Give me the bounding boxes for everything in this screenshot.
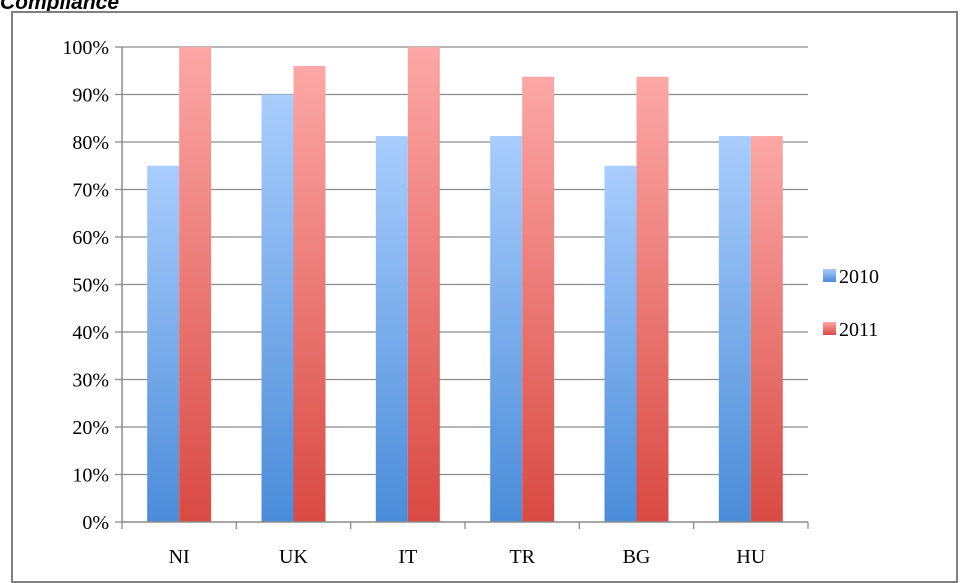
- y-tick-label: 10%: [72, 465, 109, 487]
- y-tick-label: 0%: [82, 512, 109, 534]
- chart-title: Compliance: [0, 0, 120, 14]
- bar-2011-ni: [179, 47, 212, 522]
- legend-swatch: [823, 322, 836, 335]
- x-tick-label: UK: [279, 546, 308, 568]
- x-tick-label: IT: [398, 546, 417, 568]
- y-tick-label: 80%: [72, 132, 109, 154]
- bar-2011-tr: [522, 76, 555, 522]
- bar-2010-tr: [490, 136, 523, 522]
- y-tick-label: 20%: [72, 417, 109, 439]
- bar-2010-ni: [147, 165, 180, 522]
- bar-2011-it: [407, 47, 440, 522]
- x-tick-label: HU: [736, 546, 765, 568]
- y-tick-label: 60%: [72, 227, 109, 249]
- gridlines: [115, 46, 808, 523]
- legend-label: 2011: [839, 319, 878, 341]
- y-tick-label: 40%: [72, 322, 109, 344]
- x-tick-label: BG: [623, 546, 651, 568]
- y-tick-labels: 0% 10% 20% 30% 40% 50% 60% 70% 80% 90% 100%: [62, 37, 109, 534]
- bar-2010-bg: [604, 165, 637, 522]
- x-tick-label: NI: [169, 546, 190, 568]
- bar-2010-hu: [718, 136, 751, 522]
- legend: 2010 2011: [823, 266, 879, 341]
- bar-2011-uk: [293, 66, 326, 522]
- y-tick-label: 30%: [72, 370, 109, 392]
- y-tick-label: 70%: [72, 180, 109, 202]
- x-tick-labels: NI UK IT TR BG HU: [169, 546, 766, 568]
- bar-2010-uk: [261, 94, 294, 522]
- y-tick-label: 100%: [62, 37, 109, 59]
- legend-swatch: [823, 269, 836, 282]
- axes: [121, 47, 809, 529]
- x-tick-label: TR: [509, 546, 535, 568]
- y-tick-label: 50%: [72, 275, 109, 297]
- bars: [147, 47, 783, 522]
- bar-2011-bg: [636, 76, 669, 522]
- bar-2010-it: [375, 136, 408, 522]
- bar-2011-hu: [750, 136, 783, 522]
- y-tick-label: 90%: [72, 85, 109, 107]
- legend-label: 2010: [839, 266, 879, 288]
